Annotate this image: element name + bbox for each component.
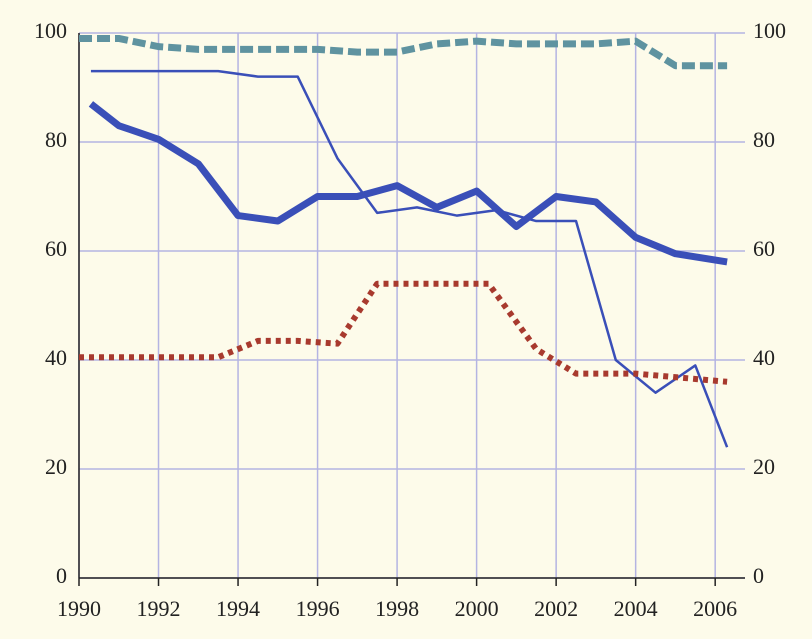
line-series [90, 69, 729, 448]
x-tick-label: 2004 [614, 596, 658, 621]
y-tick-label: 20 [45, 454, 67, 479]
x-tick-label: 1990 [57, 596, 101, 621]
y-tick-label: 0 [56, 563, 67, 588]
line-series [79, 34, 728, 70]
line-series [79, 280, 728, 385]
x-tick-label: 1994 [216, 596, 260, 621]
x-tick-label: 2002 [534, 596, 578, 621]
y-tick-label: 60 [45, 236, 67, 261]
y2-tick-label: 80 [753, 127, 775, 152]
y-tick-label: 40 [45, 345, 67, 370]
x-tick-label: 1992 [137, 596, 181, 621]
y2-tick-label: 0 [753, 563, 764, 588]
x-tick-label: 2000 [455, 596, 499, 621]
x-tick-label: 1998 [375, 596, 419, 621]
line-series [88, 101, 728, 266]
y2-tick-label: 100 [753, 18, 786, 43]
y2-tick-label: 20 [753, 454, 775, 479]
y2-tick-label: 40 [753, 345, 775, 370]
y-tick-label: 100 [34, 18, 67, 43]
x-tick-label: 2006 [693, 596, 737, 621]
x-tick-label: 1996 [296, 596, 340, 621]
y-tick-label: 80 [45, 127, 67, 152]
y2-tick-label: 60 [753, 236, 775, 261]
